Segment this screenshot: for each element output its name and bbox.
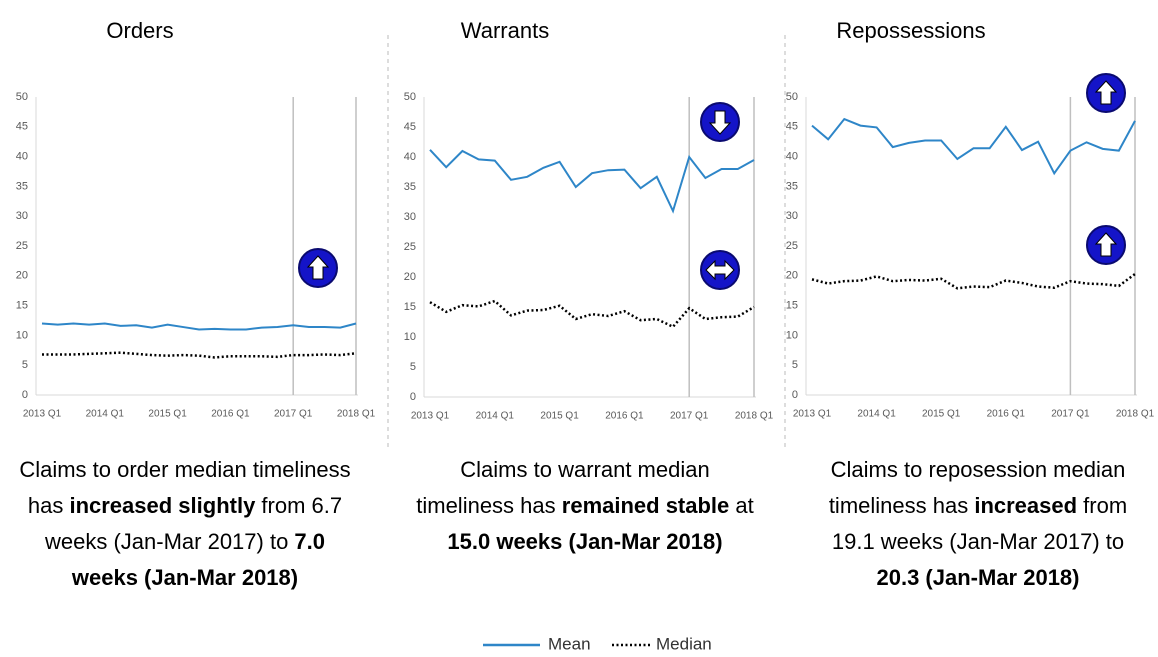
y-tick-label: 20 [786, 270, 798, 282]
series-line [429, 149, 755, 214]
y-tick-label: 35 [786, 180, 798, 192]
y-tick-label: 45 [16, 121, 28, 133]
y-tick-label: 40 [404, 151, 416, 163]
series-line [811, 273, 1136, 290]
y-tick-label: 40 [786, 151, 798, 163]
x-tick-label: 2016 Q1 [605, 411, 644, 422]
y-tick-label: 15 [404, 301, 416, 313]
caption-text: 20.3 (Jan-Mar 2018) [876, 565, 1080, 590]
indicator-arrow [1094, 80, 1118, 105]
y-tick-label: 20 [404, 271, 416, 283]
x-tick-label: 2017 Q1 [1051, 409, 1090, 420]
caption-text: increased slightly [69, 493, 256, 518]
y-tick-label: 35 [404, 181, 416, 193]
y-tick-label: 45 [786, 121, 798, 133]
indicator-arrow [306, 255, 330, 280]
x-tick-label: 2013 Q1 [793, 409, 832, 420]
y-tick-label: 30 [786, 210, 798, 222]
y-tick-label: 45 [404, 121, 416, 133]
y-tick-label: 0 [22, 389, 28, 401]
y-tick-label: 10 [786, 329, 798, 341]
series-line [811, 117, 1136, 176]
indicator-arrow [705, 259, 735, 281]
y-tick-label: 0 [410, 391, 416, 403]
x-tick-label: 2017 Q1 [274, 409, 313, 420]
x-tick-label: 2015 Q1 [540, 411, 579, 422]
caption: Claims to order median timeliness has in… [15, 452, 355, 596]
x-tick-label: 2014 Q1 [86, 409, 125, 420]
caption-text: remained stable [561, 493, 730, 518]
caption-text: increased [974, 493, 1078, 518]
chart-title: Warrants [460, 18, 550, 43]
y-tick-label: 5 [410, 361, 416, 373]
caption-text: from 6.7 weeks (Jan-Mar 2017) to [44, 493, 343, 554]
x-tick-label: 2017 Q1 [670, 411, 709, 422]
y-tick-label: 5 [22, 359, 28, 371]
caption-text: Claims to order median timeliness has [19, 457, 351, 518]
caption-text: Claims to reposession median timeliness … [828, 457, 1126, 518]
x-tick-label: 2016 Q1 [987, 409, 1026, 420]
x-tick-label: 2013 Q1 [411, 411, 450, 422]
x-tick-label: 2013 Q1 [23, 409, 62, 420]
series-line [41, 322, 357, 331]
y-tick-label: 30 [16, 210, 28, 222]
x-tick-label: 2018 Q1 [337, 409, 376, 420]
caption-text: at [729, 493, 754, 518]
chart-title: Repossessions [836, 18, 986, 43]
caption-text: 7.0 weeks (Jan-Mar 2018) [71, 529, 326, 590]
y-tick-label: 10 [16, 329, 28, 341]
y-tick-label: 35 [16, 180, 28, 192]
y-tick-label: 15 [16, 300, 28, 312]
x-tick-label: 2018 Q1 [1116, 409, 1155, 420]
caption-text: Claims to warrant median timeliness has [416, 457, 710, 518]
y-tick-label: 0 [792, 389, 798, 401]
x-tick-label: 2015 Q1 [922, 409, 961, 420]
indicator-arrow [1094, 232, 1118, 257]
legend-label: Median [656, 634, 712, 653]
y-tick-label: 25 [16, 240, 28, 252]
chart-title: Orders [106, 18, 174, 43]
y-tick-label: 40 [16, 151, 28, 163]
x-tick-label: 2015 Q1 [148, 409, 187, 420]
caption: Claims to warrant median timeliness has … [415, 452, 755, 560]
x-tick-label: 2016 Q1 [211, 409, 250, 420]
y-tick-label: 50 [404, 91, 416, 103]
series-line [429, 299, 755, 329]
y-tick-label: 20 [16, 270, 28, 282]
y-tick-label: 25 [786, 240, 798, 252]
x-tick-label: 2014 Q1 [857, 409, 896, 420]
y-tick-label: 50 [786, 91, 798, 103]
series-line [42, 351, 357, 359]
y-tick-label: 30 [404, 211, 416, 223]
y-tick-label: 10 [404, 331, 416, 343]
y-tick-label: 50 [16, 91, 28, 103]
x-tick-label: 2018 Q1 [735, 411, 774, 422]
y-tick-label: 15 [786, 300, 798, 312]
legend-label: Mean [548, 634, 591, 653]
caption: Claims to reposession median timeliness … [808, 452, 1148, 596]
y-tick-label: 5 [792, 359, 798, 371]
caption-text: 15.0 weeks (Jan-Mar 2018) [447, 529, 723, 554]
indicator-arrow [708, 110, 732, 135]
caption-text: from 19.1 weeks (Jan-Mar 2017) to [831, 493, 1128, 554]
x-tick-label: 2014 Q1 [476, 411, 515, 422]
y-tick-label: 25 [404, 241, 416, 253]
